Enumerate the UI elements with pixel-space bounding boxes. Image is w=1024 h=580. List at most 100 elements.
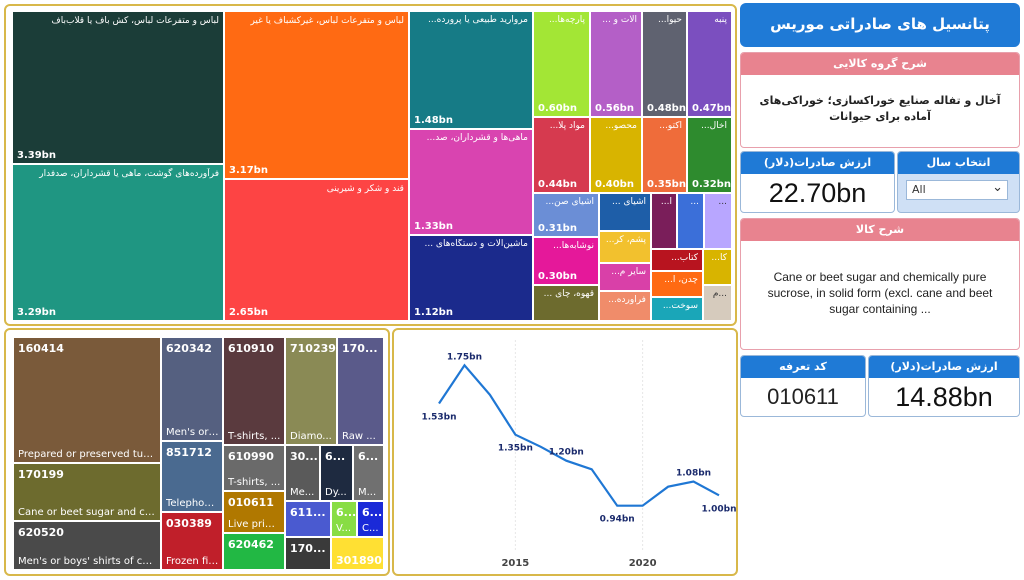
- treemap-tile[interactable]: پنبه 0.47bn: [687, 11, 732, 117]
- product-code: 6...: [358, 450, 379, 463]
- treemap-tile[interactable]: آ...: [651, 193, 677, 249]
- treemap-tile-label: محصو...: [605, 121, 637, 131]
- treemap-product-tile[interactable]: 6... M...: [353, 445, 384, 501]
- treemap-tile-label: لباس و متفرعات لباس، کش باف یا قلاب‌باف: [51, 16, 219, 26]
- treemap-tile[interactable]: فرآورده...: [599, 291, 651, 321]
- treemap-tile[interactable]: فرآورده‌های گوشت، ماهی یا قشرداران، صدفد…: [12, 164, 224, 321]
- product-code: 710239: [290, 342, 336, 355]
- treemap-products[interactable]: 160414 Prepared or preserved tun... 170199…: [13, 337, 384, 570]
- treemap-tile[interactable]: اشیای ...: [599, 193, 651, 231]
- treemap-product-tile[interactable]: 170... Raw ...: [337, 337, 384, 445]
- treemap-product-tile[interactable]: 170199 Cane or beet sugar and ch...: [13, 463, 161, 521]
- treemap-tile-label: فرآورده‌های گوشت، ماهی یا قشرداران، صدفد…: [39, 169, 219, 179]
- treemap-tile[interactable]: لباس و متفرعات لباس، غیرکشباف یا غیر 3.17…: [224, 11, 409, 179]
- treemap-product-tile[interactable]: 010611 Live prim...: [223, 491, 285, 533]
- data-label: 1.75bn: [447, 352, 482, 362]
- treemap-product-tile[interactable]: 6... V...: [331, 501, 357, 537]
- product-description: Men's or boys' shirts of cott...: [18, 556, 158, 567]
- product-export-card: ارزش صادرات(دلار) 14.88bn: [868, 355, 1020, 417]
- product-description: M...: [358, 487, 377, 498]
- treemap-product-tile[interactable]: 611...: [285, 501, 331, 537]
- treemap-tile[interactable]: مواد پلا... 0.44bn: [533, 117, 590, 193]
- treemap-tile[interactable]: قهوه، چای ...: [533, 285, 599, 321]
- treemap-tile-label: ماهی‌ها و قشرداران، صد...: [426, 133, 528, 143]
- product-description: V...: [336, 523, 352, 534]
- treemap-tile-value: 0.30bn: [538, 271, 577, 282]
- product-code: 30...: [290, 450, 318, 463]
- treemap-tile[interactable]: چدن، آ...: [651, 271, 703, 297]
- treemap-product-tile[interactable]: 710239 Diamo...: [285, 337, 337, 445]
- treemap-tile[interactable]: قند و شکر و شیرینی 2.65bn: [224, 179, 409, 321]
- treemap-tile[interactable]: نوشابه‌ها... 0.30bn: [533, 237, 599, 285]
- treemap-product-tile[interactable]: 851712 Telephon...: [161, 441, 223, 512]
- product-code: 170...: [290, 542, 326, 555]
- treemap-tile[interactable]: آلات و ... 0.56bn: [590, 11, 642, 117]
- treemap-tile-value: 3.29bn: [17, 307, 56, 318]
- treemap-tile[interactable]: ماشین‌آلات و دستگاه‌های ... 1.12bn: [409, 235, 533, 321]
- total-export-value: 22.70bn: [768, 178, 867, 208]
- treemap-product-tile[interactable]: 301890: [331, 537, 384, 570]
- treemap-product-tile[interactable]: 620342 Men's or ...: [161, 337, 223, 441]
- treemap-tile[interactable]: اشیای صن... 0.31bn: [533, 193, 599, 237]
- product-code: 6...: [362, 506, 383, 519]
- treemap-tile-value: 0.47bn: [692, 103, 731, 114]
- treemap-tile[interactable]: ...: [677, 193, 704, 249]
- treemap-tile[interactable]: حیوا... 0.48bn: [642, 11, 687, 117]
- year-dropdown[interactable]: All ⌄: [906, 180, 1008, 200]
- treemap-tile[interactable]: کا...: [703, 249, 732, 285]
- treemap-product-tile[interactable]: 030389 Frozen fis...: [161, 512, 223, 570]
- treemap-tile[interactable]: آکتو... 0.35bn: [642, 117, 687, 193]
- series-line[interactable]: [438, 363, 720, 507]
- product-description: C...: [362, 523, 379, 534]
- treemap-tile[interactable]: پشم، کر...: [599, 231, 651, 263]
- total-export-card: ارزش صادرات(دلار) 22.70bn: [740, 151, 895, 213]
- treemap-tile-label: مواد پلا...: [549, 121, 585, 131]
- treemap-tile[interactable]: کتاب...: [651, 249, 703, 271]
- treemap-product-tile[interactable]: 30... Me...: [285, 445, 320, 501]
- treemap-tile-label: سایر م...: [611, 267, 646, 277]
- product-code: 620462: [228, 538, 274, 551]
- treemap-tile-label: اشیای صن...: [545, 197, 594, 207]
- treemap-product-tile[interactable]: 620520 Men's or boys' shirts of cott...: [13, 521, 161, 570]
- treemap-tile-value: 0.44bn: [538, 179, 577, 190]
- treemap-product-tile[interactable]: 610910 T-shirts, ...: [223, 337, 285, 445]
- treemap-tile[interactable]: ...: [704, 193, 732, 249]
- treemap-tile-label: قند و شکر و شیرینی: [326, 184, 404, 194]
- treemap-product-tile[interactable]: 170...: [285, 537, 331, 570]
- product-description: T-shirts, ...: [228, 431, 281, 442]
- treemap-tile[interactable]: لباس و متفرعات لباس، کش باف یا قلاب‌باف 3…: [12, 11, 224, 164]
- treemap-tile-value: 1.12bn: [414, 307, 453, 318]
- treemap-tile[interactable]: آخال... 0.32bn: [687, 117, 732, 193]
- product-description: Prepared or preserved tun...: [18, 449, 158, 460]
- treemap-tile-label: نوشابه‌ها...: [553, 241, 594, 251]
- treemap-product-tile[interactable]: 610990 T-shirts, ...: [223, 445, 285, 491]
- treemap-product-tile[interactable]: 6... C...: [357, 501, 384, 537]
- data-label: 1.35bn: [498, 444, 533, 454]
- treemap-tile[interactable]: مروارید طبیعی یا پرورده... 1.48bn: [409, 11, 533, 129]
- treemap-tile-value: 0.56bn: [595, 103, 634, 114]
- year-filter-card: انتخاب سال All ⌄: [897, 151, 1020, 213]
- treemap-tile[interactable]: ماهی‌ها و قشرداران، صد... 1.33bn: [409, 129, 533, 235]
- product-code: 170...: [342, 342, 378, 355]
- treemap-tile-label: سوخت...: [662, 301, 698, 311]
- treemap-tile-label: فرآورده...: [608, 295, 646, 305]
- product-description: Diamo...: [290, 431, 332, 442]
- treemap-product-tile[interactable]: 620462: [223, 533, 285, 570]
- export-trend-line-chart: 2015 2020 1.53bn 1.75bn 1.35bn 1.20bn 0.94bn 1.…: [421, 340, 736, 569]
- treemap-tile[interactable]: سایر م...: [599, 263, 651, 291]
- treemap-tile[interactable]: ...م: [703, 285, 732, 321]
- treemap-tile[interactable]: سوخت...: [651, 297, 703, 321]
- group-description-header: شرح گروه کالایی: [741, 53, 1019, 75]
- product-description: Dy...: [325, 487, 347, 498]
- product-code: 6...: [336, 506, 357, 519]
- treemap-tile[interactable]: محصو... 0.40bn: [590, 117, 642, 193]
- data-label: 1.20bn: [549, 448, 584, 458]
- treemap-tile-label: پنبه: [714, 15, 727, 25]
- treemap-product-groups[interactable]: لباس و متفرعات لباس، کش باف یا قلاب‌باف 3…: [12, 11, 733, 321]
- treemap-tile-value: 0.48bn: [647, 103, 686, 114]
- treemap-tile[interactable]: پارچه‌ها... 0.60bn: [533, 11, 590, 117]
- treemap-tile-label: کتاب...: [671, 253, 698, 263]
- treemap-product-tile[interactable]: 6... Dy...: [320, 445, 353, 501]
- tariff-code-card: کد تعرفه 010611: [740, 355, 866, 417]
- treemap-product-tile[interactable]: 160414 Prepared or preserved tun...: [13, 337, 161, 463]
